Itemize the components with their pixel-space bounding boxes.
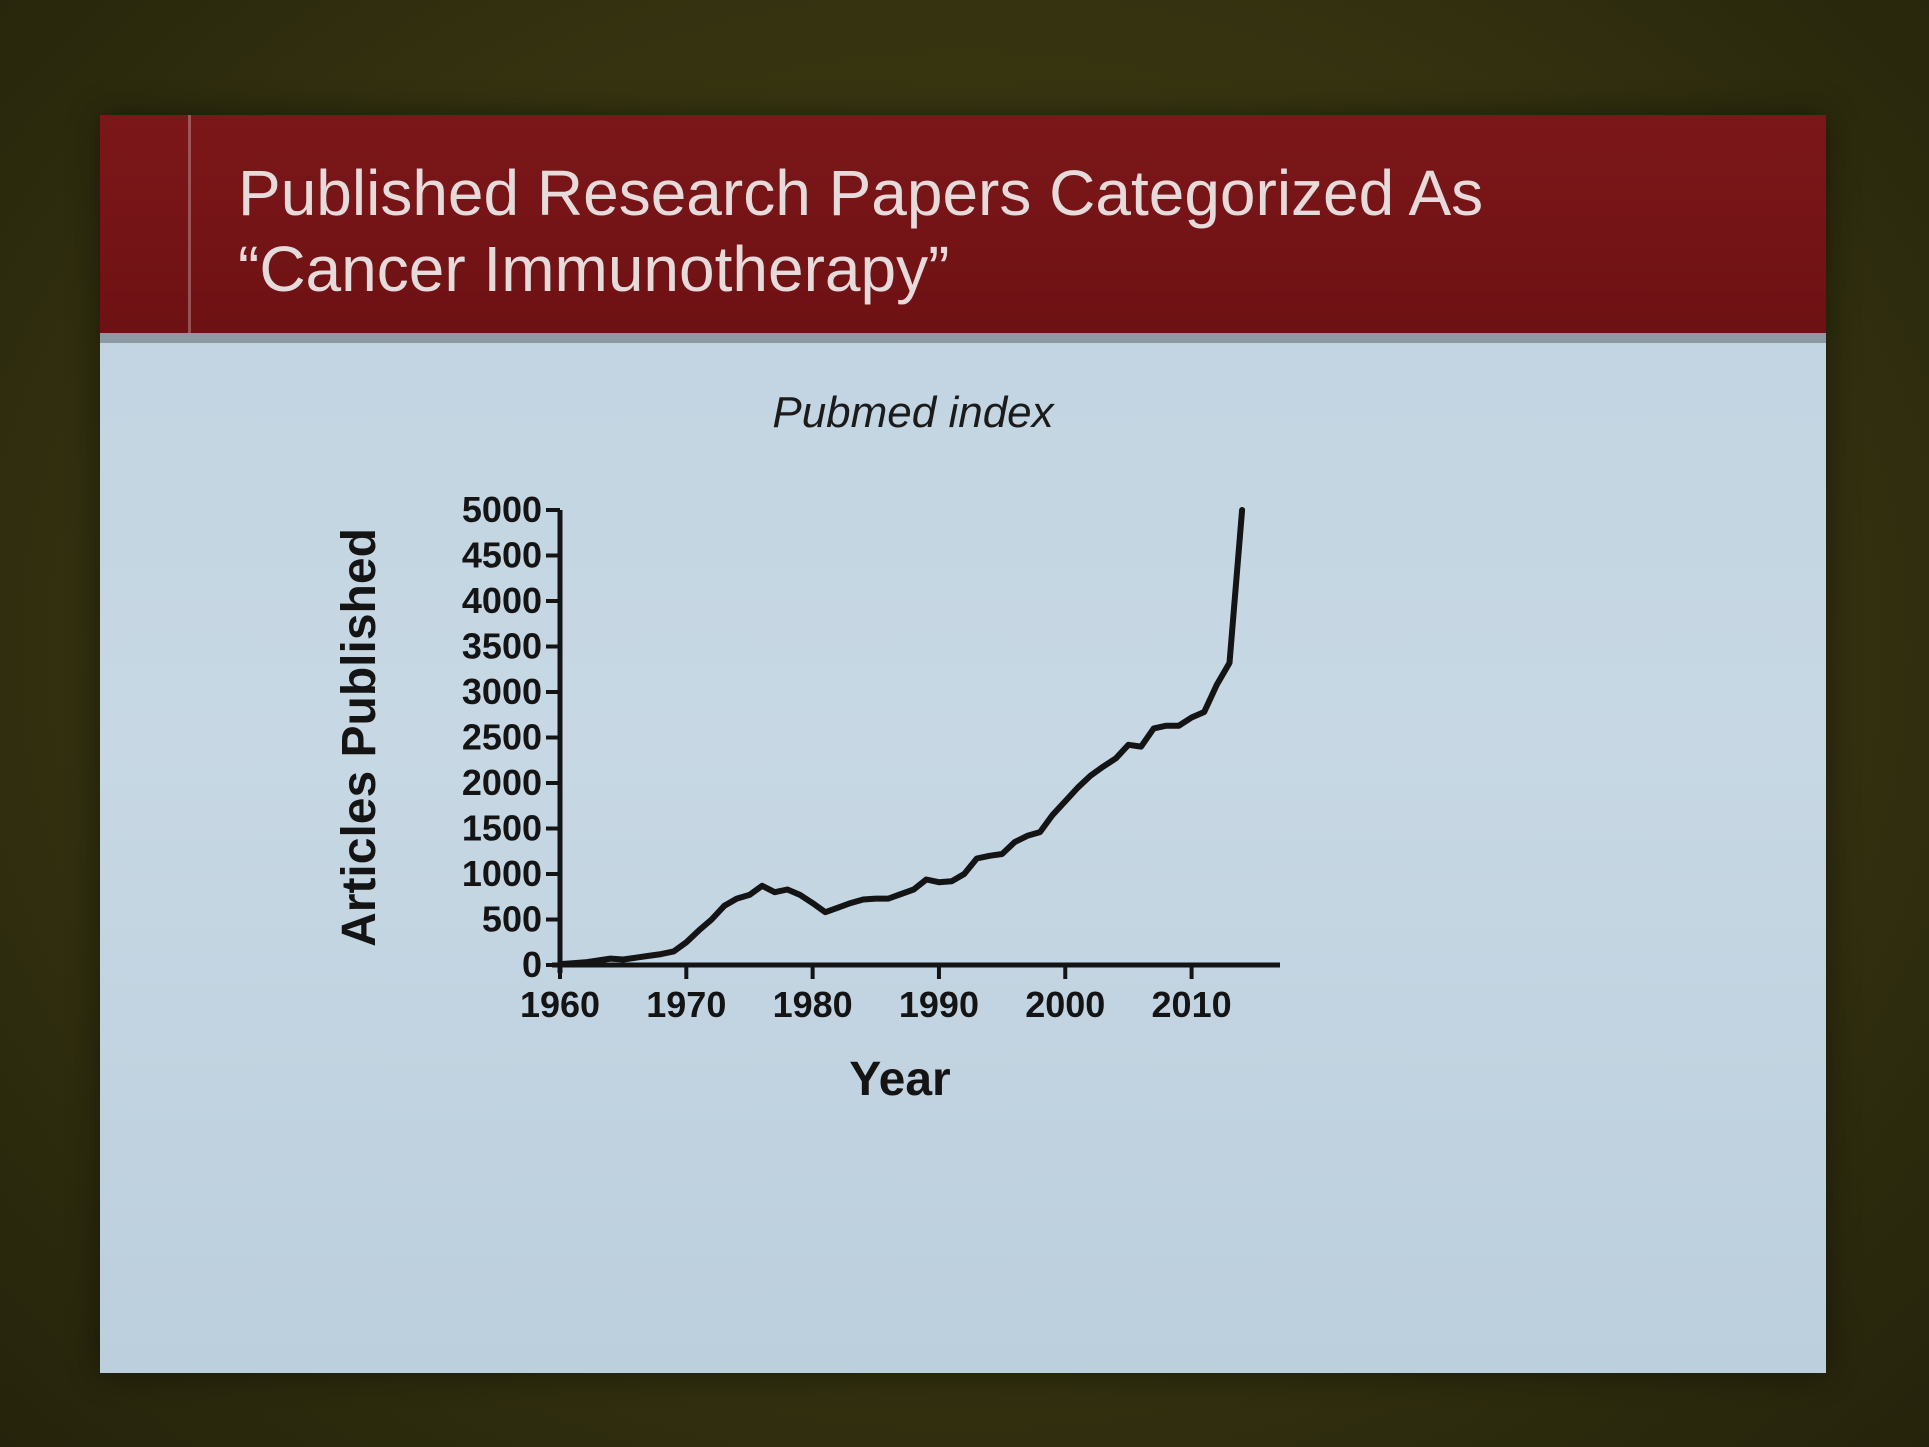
y-tick-label: 2500 — [462, 717, 542, 758]
slide-title-line-1: Published Research Papers Categorized As — [238, 157, 1484, 229]
x-axis-title: Year — [849, 1053, 950, 1106]
title-bar-divider — [100, 333, 1826, 343]
title-bar-accent-line — [188, 115, 191, 333]
y-tick-label: 0 — [522, 944, 542, 985]
y-axis-title: Articles Published — [333, 528, 386, 947]
y-tick-label: 4000 — [462, 580, 542, 621]
series-line-articles — [557, 507, 1246, 968]
slide-title: Published Research Papers Categorized As… — [238, 155, 1798, 307]
y-tick-label: 1000 — [462, 853, 542, 894]
x-tick-label: 1990 — [899, 984, 979, 1025]
slide: Published Research Papers Categorized As… — [100, 115, 1826, 1373]
x-tick-label: 1970 — [646, 984, 726, 1025]
x-tick-label: 1980 — [773, 984, 853, 1025]
x-tick-label: 1960 — [520, 984, 600, 1025]
y-tick-label: 5000 — [462, 489, 542, 530]
x-axis-ticks: 1960 1970 1980 1990 2000 2010 — [520, 965, 1232, 1025]
line-chart: Pubmed index 050010001500200025003000350… — [333, 388, 1280, 1106]
y-tick-label: 1500 — [462, 808, 542, 849]
slide-title-line-2: “Cancer Immunotherapy” — [238, 233, 950, 305]
chart-subtitle: Pubmed index — [772, 388, 1055, 437]
y-tick-label: 3500 — [462, 626, 542, 667]
y-tick-label: 2000 — [462, 762, 542, 803]
x-tick-label: 2000 — [1025, 984, 1105, 1025]
y-tick-label: 3000 — [462, 671, 542, 712]
x-tick-label: 2010 — [1152, 984, 1232, 1025]
y-tick-label: 500 — [482, 899, 542, 940]
y-tick-label: 4500 — [462, 535, 542, 576]
title-bar: Published Research Papers Categorized As… — [100, 115, 1826, 343]
